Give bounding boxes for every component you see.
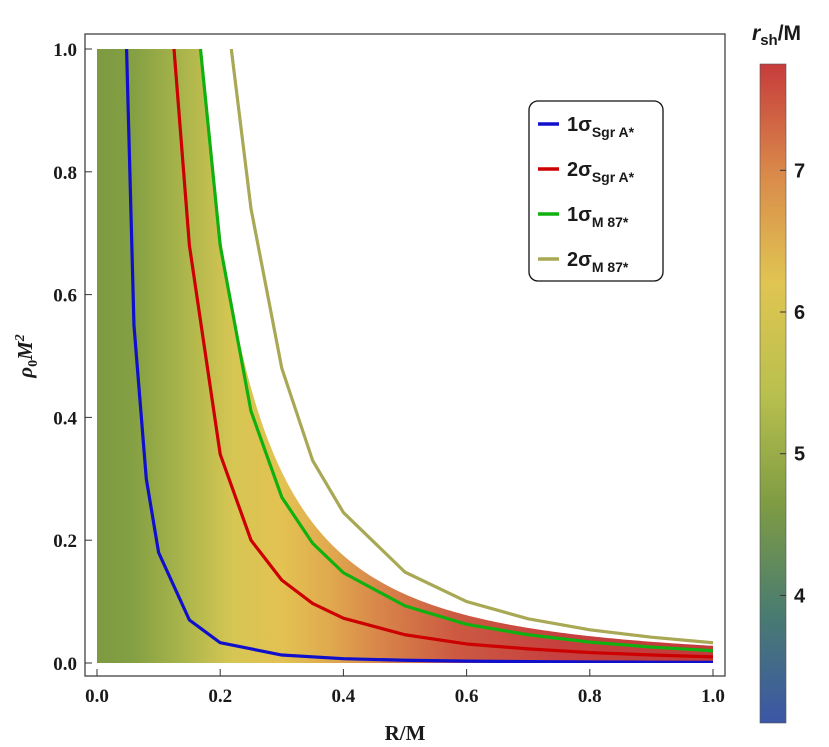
y-axis: 0.0 0.2 0.4 0.6 0.8 1.0 ρ0M2 <box>13 40 92 675</box>
x-tick-label: 0.2 <box>208 686 232 707</box>
series-line-3 <box>229 49 713 645</box>
colorbar-bar <box>759 63 787 724</box>
series-line-1 <box>172 49 713 659</box>
y-tick-label: 0.0 <box>53 654 77 675</box>
colorbar-tick-label: 4 <box>794 585 806 607</box>
colorbar-title: rsh/M <box>752 22 801 49</box>
colorbar-tick-label: 6 <box>794 302 805 324</box>
legend: 1σSgr A* 2σSgr A* 1σM 87* 2σM 87* <box>528 100 664 282</box>
x-axis-title: R/M <box>385 721 426 745</box>
y-tick-label: 0.8 <box>53 163 77 184</box>
plot-frame <box>84 33 726 677</box>
y-tick-label: 1.0 <box>53 40 77 61</box>
y-tick-label: 0.4 <box>53 408 77 429</box>
series-line-0 <box>124 49 713 663</box>
x-tick-label: 0.8 <box>578 686 602 707</box>
x-tick-label: 0.4 <box>332 686 356 707</box>
contour-lines <box>124 49 713 663</box>
legend-box <box>528 100 664 282</box>
density-region <box>97 49 713 663</box>
y-tick-label: 0.2 <box>53 531 77 552</box>
series-line-2 <box>198 49 713 653</box>
colorbar-tick-label: 7 <box>794 160 805 182</box>
x-tick-label: 0.0 <box>85 686 109 707</box>
x-tick-label: 1.0 <box>701 686 725 707</box>
y-axis-title: ρ0M2 <box>13 334 41 379</box>
legend-label: 2σSgr A* <box>567 159 635 185</box>
colorbar: 4 5 6 7 rsh/M <box>752 22 806 724</box>
y-tick-label: 0.6 <box>53 286 77 307</box>
legend-label: 1σM 87* <box>567 204 629 230</box>
x-axis: 0.0 0.2 0.4 0.6 0.8 1.0 R/M <box>85 669 725 745</box>
legend-label: 2σM 87* <box>567 249 629 275</box>
x-tick-label: 0.6 <box>455 686 479 707</box>
density-field <box>97 49 713 663</box>
colorbar-tick-label: 5 <box>794 444 805 466</box>
legend-label: 1σSgr A* <box>567 114 635 140</box>
